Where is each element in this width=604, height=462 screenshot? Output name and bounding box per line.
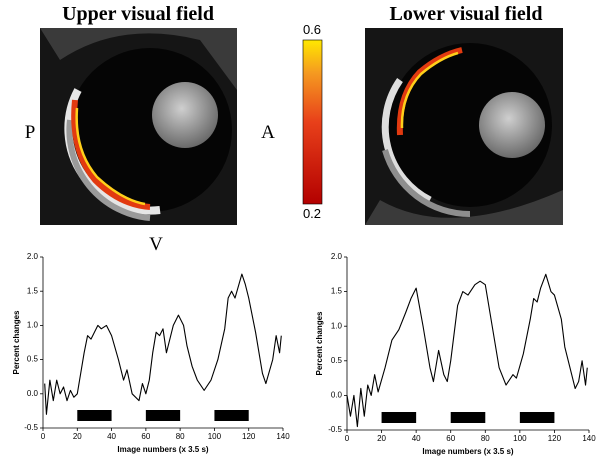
x-tick-label: 140 — [276, 432, 290, 441]
mri-image — [40, 28, 237, 225]
stimulus-block — [519, 412, 555, 423]
y-tick-label: 2.0 — [27, 252, 39, 261]
stimulus-block — [145, 410, 181, 421]
y-tick-label: 2.0 — [331, 252, 343, 261]
y-axis-label: Percent changes — [315, 311, 324, 376]
x-axis-label: Image numbers (x 3.5 s) — [117, 445, 208, 454]
y-tick-label: 0.5 — [27, 355, 39, 364]
x-tick-label: 40 — [412, 434, 421, 443]
y-tick-label: 0.5 — [331, 356, 343, 365]
x-tick-label: 100 — [208, 432, 222, 441]
x-tick-label: 40 — [107, 432, 116, 441]
colorbar-label: 0.2 — [303, 206, 321, 221]
stimulus-block — [381, 412, 417, 423]
x-tick-label: 20 — [73, 432, 82, 441]
x-tick-label: 120 — [548, 434, 562, 443]
panel-title: Upper visual field — [62, 3, 214, 25]
y-tick-label: 1.0 — [331, 321, 343, 330]
x-tick-label: 80 — [176, 432, 185, 441]
mri-image — [365, 28, 563, 225]
x-tick-label: 120 — [242, 432, 256, 441]
data-line — [346, 273, 588, 428]
x-tick-label: 60 — [141, 432, 150, 441]
y-tick-label: -0.5 — [328, 425, 342, 434]
y-tick-label: 0.0 — [27, 389, 39, 398]
y-axis-label: Percent changes — [12, 310, 21, 375]
x-tick-label: 140 — [582, 434, 596, 443]
y-tick-label: 1.5 — [27, 286, 39, 295]
y-tick-label: 1.0 — [27, 321, 39, 330]
y-tick-label: 1.5 — [331, 287, 343, 296]
x-tick-label: 100 — [513, 434, 527, 443]
stimulus-block — [214, 410, 249, 421]
x-tick-label: 0 — [345, 434, 350, 443]
stimulus-block — [77, 410, 112, 421]
x-axis-label: Image numbers (x 3.5 s) — [422, 447, 513, 456]
x-tick-label: 80 — [481, 434, 490, 443]
orientation-label: P — [25, 122, 36, 143]
stimulus-block — [450, 412, 486, 423]
colorbar — [302, 39, 323, 205]
x-tick-label: 60 — [446, 434, 455, 443]
colorbar-label: 0.6 — [303, 22, 321, 37]
x-tick-label: 20 — [377, 434, 386, 443]
y-tick-label: -0.5 — [24, 423, 38, 432]
orientation-label: A — [261, 122, 275, 143]
orientation-label: V — [149, 234, 163, 255]
panel-title: Lower visual field — [390, 3, 543, 25]
data-line — [44, 273, 282, 415]
y-tick-label: 0.0 — [331, 391, 343, 400]
x-tick-label: 0 — [41, 432, 46, 441]
